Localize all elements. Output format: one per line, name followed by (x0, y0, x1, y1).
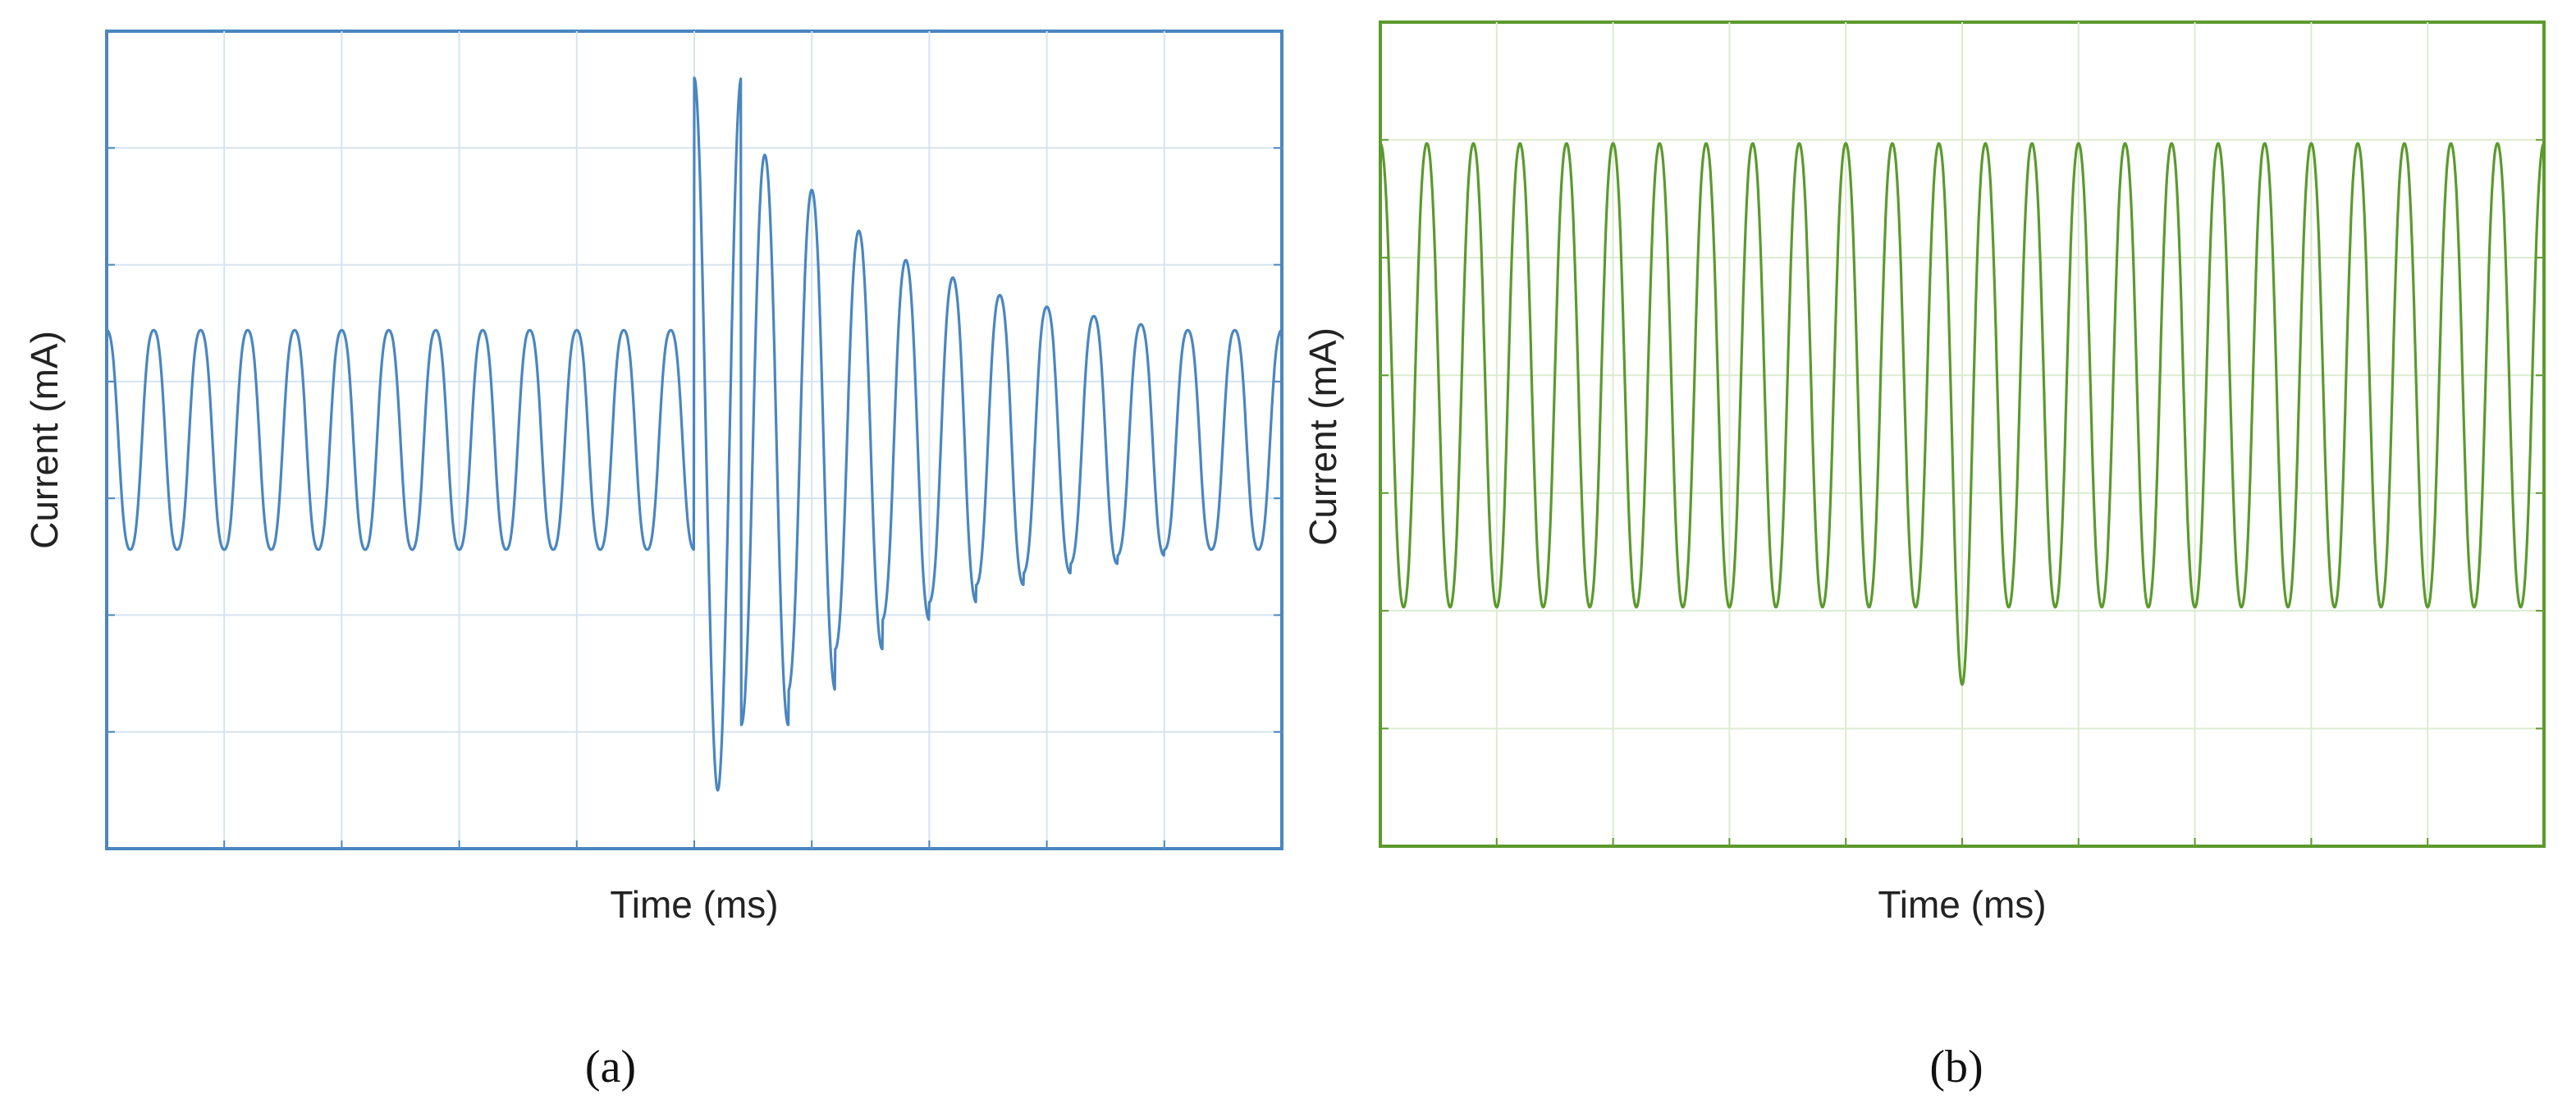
caption-b: (b) (1929, 1042, 1983, 1092)
ticks-a (107, 147, 1282, 849)
ticks-b (1380, 139, 2544, 846)
caption-a: (a) (585, 1042, 636, 1092)
panel-a: Time (ms) Current (mA) (a) (23, 30, 1283, 1092)
y-axis-label-b: Current (mA) (1302, 327, 1344, 546)
x-axis-label-a: Time (ms) (610, 883, 778, 926)
series-line-a (106, 76, 1283, 792)
panel-b: Time (ms) Current (mA) (b) (1302, 21, 2546, 1092)
y-axis-label-a: Current (mA) (23, 331, 66, 549)
x-axis-label-b: Time (ms) (1878, 883, 2046, 926)
series-line-b (1380, 142, 2545, 686)
grid-b (1380, 22, 2544, 846)
